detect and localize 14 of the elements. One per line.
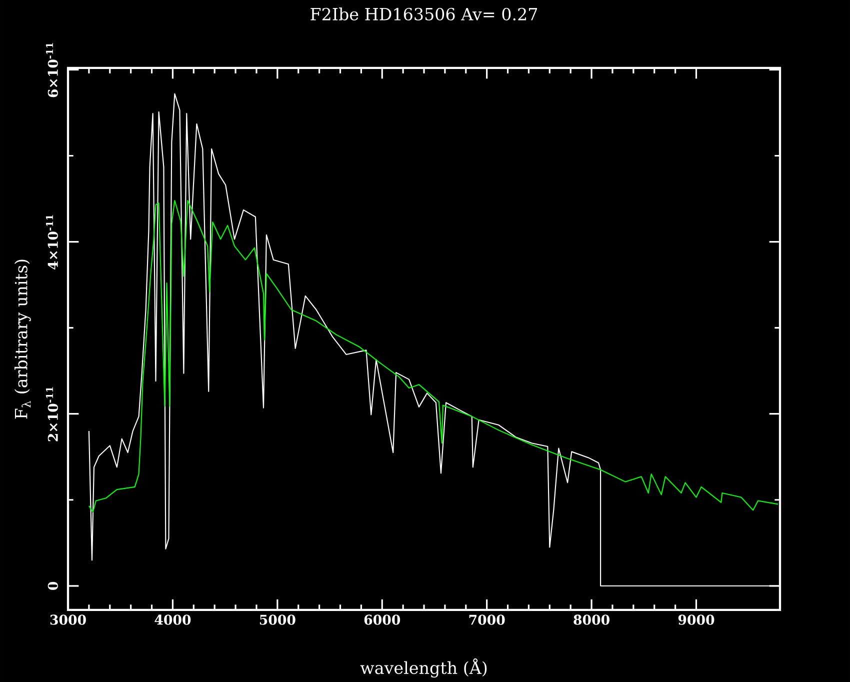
y-tick-label: 2×10$^{-11}$ bbox=[46, 387, 58, 442]
x-axis-title: wavelength (Å) bbox=[360, 658, 487, 678]
y-tick-label: 6×10$^{-11}$ bbox=[46, 43, 58, 98]
x-tick-label: 9000 bbox=[678, 614, 714, 625]
x-tick-label: 5000 bbox=[260, 614, 296, 625]
x-tick-label: 4000 bbox=[154, 614, 191, 625]
y-axis-title: F$_{λ}$ (arbitrary units) bbox=[14, 260, 31, 419]
y-tick-label: 0 bbox=[48, 582, 58, 590]
chart-title: F2Ibe HD163506 Av= 0.27 bbox=[310, 8, 538, 20]
x-tick-label: 7000 bbox=[469, 614, 505, 625]
x-tick-label: 6000 bbox=[364, 614, 400, 625]
x-tick-label: 8000 bbox=[574, 614, 610, 625]
x-tick-label: 3000 bbox=[50, 614, 86, 625]
y-tick-label: 4×10$^{-11}$ bbox=[46, 215, 58, 270]
